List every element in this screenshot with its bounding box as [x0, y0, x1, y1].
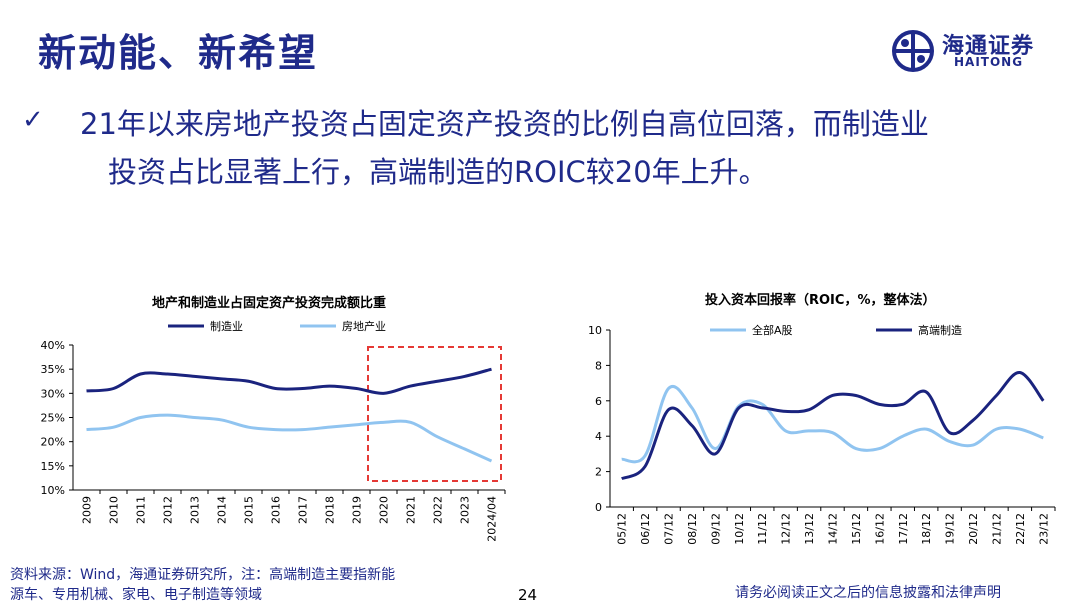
- chart-1-title: 地产和制造业占固定资产投资完成额比重: [152, 296, 387, 311]
- x-tick-label: 12/12: [780, 513, 793, 545]
- y-tick-label: 15%: [41, 460, 65, 473]
- x-tick-label: 09/12: [709, 513, 722, 545]
- x-tick-label: 2019: [351, 496, 364, 524]
- x-tick-label: 2015: [243, 496, 256, 524]
- legend-label-1: 高端制造: [918, 323, 962, 337]
- x-tick-label: 20/12: [967, 513, 980, 545]
- bullet-text: 21年以来房地产投资占固定资产投资的比例自高位回落，而制造业 投资占比显著上行，…: [80, 100, 1065, 196]
- x-tick-label: 2022: [432, 496, 445, 524]
- y-tick-label: 2: [595, 466, 602, 479]
- logo-text-cn: 海通证券: [942, 34, 1035, 59]
- y-tick-label: 10: [588, 324, 602, 337]
- company-logo: 海通证券 HAITONG: [890, 28, 1050, 74]
- source-line-2: 源车、专用机械、家电、电子制造等领域: [10, 587, 262, 603]
- x-tick-label: 2013: [189, 496, 202, 524]
- x-tick-label: 2020: [378, 496, 391, 524]
- x-tick-label: 17/12: [897, 513, 910, 545]
- x-tick-label: 2023: [459, 496, 472, 524]
- series-line-1: [86, 413, 493, 463]
- x-tick-label: 05/12: [616, 513, 629, 545]
- x-tick-label: 07/12: [663, 513, 676, 545]
- chart-1-investment-share: 制造业 房地产业 10% 15% 20% 25% 30% 35% 40% 2009 2010 2011…: [41, 319, 506, 542]
- highlight-box: [367, 346, 502, 482]
- x-tick-label: 13/12: [803, 513, 816, 545]
- x-tick-label: 16/12: [873, 513, 886, 545]
- disclaimer: 请务必阅读正文之后的信息披露和法律声明: [735, 585, 1001, 601]
- x-tick-label: 2016: [270, 496, 283, 524]
- x-tick-label: 2021: [405, 496, 418, 524]
- y-tick-label: 25%: [41, 412, 65, 425]
- x-tick-label: 2009: [81, 496, 94, 524]
- x-tick-label: 11/12: [756, 513, 769, 545]
- legend-label-1: 房地产业: [342, 319, 386, 333]
- x-tick-label: 2024/04: [486, 496, 499, 542]
- page-number: 24: [518, 586, 538, 604]
- bullet-line-2: 投资占比显著上行，高端制造的ROIC较20年上升。: [108, 155, 768, 189]
- series-line-1: [621, 370, 1045, 481]
- x-tick-label: 15/12: [850, 513, 863, 545]
- y-tick-label: 40%: [41, 339, 65, 352]
- logo-text-en: HAITONG: [954, 55, 1024, 69]
- x-tick-label: 21/12: [990, 513, 1003, 545]
- x-tick-label: 2012: [162, 496, 175, 524]
- x-tick-label: 22/12: [1014, 513, 1027, 545]
- source-line-1: 资料来源：Wind，海通证券研究所，注：高端制造主要指新能: [10, 567, 396, 583]
- x-tick-label: 2014: [216, 496, 229, 524]
- y-tick-label: 6: [595, 395, 602, 408]
- x-tick-label: 06/12: [639, 513, 652, 545]
- x-tick-label: 2018: [324, 496, 337, 524]
- y-tick-label: 4: [595, 430, 602, 443]
- chart-2-roic: 全部A股 高端制造 0 2 4 6 8 10 05/12 06/12 07/12 08/12 09/12…: [588, 323, 1056, 545]
- series-line-0: [86, 367, 492, 395]
- y-tick-label: 8: [595, 359, 602, 372]
- x-tick-label: 14/12: [827, 513, 840, 545]
- chart-2-title: 投入资本回报率（ROIC，%，整体法）: [705, 293, 936, 308]
- x-tick-label: 18/12: [920, 513, 933, 545]
- y-tick-label: 35%: [41, 363, 65, 376]
- y-tick-label: 30%: [41, 387, 65, 400]
- legend-label-0: 全部A股: [752, 323, 793, 337]
- x-tick-label: 10/12: [733, 513, 746, 545]
- y-tick-label: 10%: [41, 484, 65, 497]
- page-title: 新动能、新希望: [38, 31, 319, 75]
- x-tick-label: 2017: [297, 496, 310, 524]
- checkmark-icon: ✓: [22, 105, 44, 135]
- x-tick-label: 08/12: [686, 513, 699, 545]
- y-tick-label: 20%: [41, 436, 65, 449]
- footer-source: 资料来源：Wind，海通证券研究所，注：高端制造主要指新能 源车、专用机械、家电…: [10, 565, 520, 605]
- series-line-0: [621, 385, 1044, 464]
- x-tick-label: 2011: [135, 496, 148, 524]
- x-tick-label: 2010: [108, 496, 121, 524]
- haitong-emblem-icon: [892, 30, 934, 72]
- bullet-line-1: 21年以来房地产投资占固定资产投资的比例自高位回落，而制造业: [80, 107, 929, 141]
- y-tick-label: 0: [595, 501, 602, 514]
- x-tick-label: 23/12: [1037, 513, 1050, 545]
- x-tick-label: 19/12: [944, 513, 957, 545]
- legend-label-0: 制造业: [210, 319, 243, 333]
